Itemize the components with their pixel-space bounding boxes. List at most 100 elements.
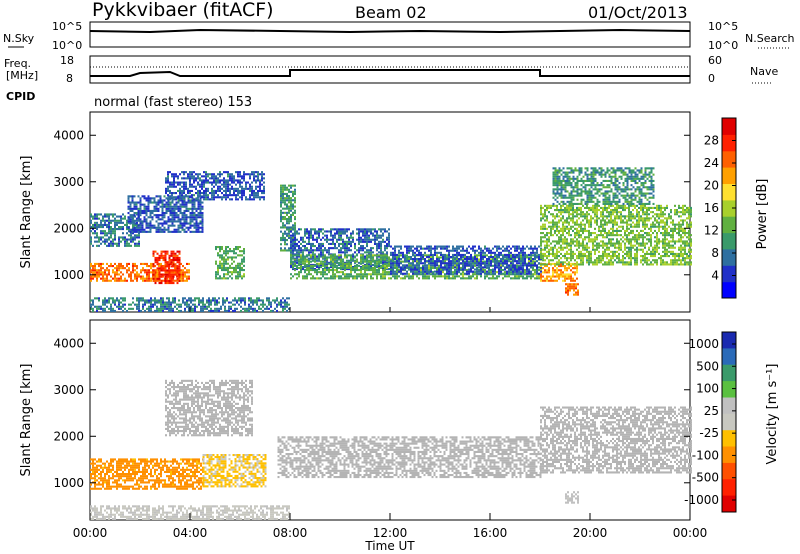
scatter-cell bbox=[253, 171, 255, 174]
scatter-cell bbox=[193, 171, 195, 174]
scatter-cell bbox=[142, 279, 144, 282]
scatter-cell bbox=[520, 260, 522, 263]
scatter-cell bbox=[414, 256, 416, 259]
scatter-cell bbox=[570, 262, 572, 265]
scatter-cell bbox=[512, 266, 514, 269]
scatter-cell bbox=[450, 264, 452, 267]
scatter-cell bbox=[130, 277, 132, 280]
scatter-cell bbox=[296, 238, 298, 241]
scatter-cell bbox=[362, 260, 364, 263]
scatter-cell bbox=[312, 259, 314, 262]
scatter-cell bbox=[462, 262, 464, 265]
scatter-cell bbox=[155, 205, 158, 208]
scatter-cell bbox=[580, 255, 582, 258]
scatter-cell bbox=[179, 218, 182, 221]
scatter-cell bbox=[172, 250, 175, 253]
scatter-cell bbox=[131, 197, 134, 200]
scatter-cell bbox=[602, 217, 604, 220]
scatter-cell bbox=[466, 272, 468, 275]
scatter-cell bbox=[412, 258, 414, 261]
scatter-cell bbox=[263, 198, 265, 201]
scatter-cell bbox=[400, 258, 402, 261]
scatter-cell bbox=[554, 225, 556, 228]
scatter-cell bbox=[308, 271, 310, 274]
scatter-cell bbox=[126, 271, 128, 274]
scatter-cell bbox=[328, 238, 330, 241]
scatter-cell bbox=[130, 234, 132, 237]
scatter-cell bbox=[364, 228, 366, 231]
scatter-cell bbox=[320, 273, 322, 276]
scatter-cell bbox=[257, 179, 259, 182]
scatter-cell bbox=[440, 275, 442, 278]
scatter-cell bbox=[163, 212, 166, 215]
scatter-cell bbox=[284, 249, 286, 252]
scatter-cell bbox=[171, 194, 173, 197]
scatter-cell bbox=[161, 230, 164, 233]
scatter-cell bbox=[426, 247, 428, 250]
scatter-cell bbox=[166, 277, 168, 280]
scatter-cell bbox=[558, 277, 560, 280]
scatter-cell bbox=[251, 189, 253, 192]
scatter-cell bbox=[191, 183, 193, 186]
scatter-cell bbox=[231, 258, 233, 261]
scatter-cell bbox=[193, 218, 196, 221]
scatter-cell bbox=[576, 267, 578, 270]
scatter-cell bbox=[342, 268, 344, 271]
scatter-cell bbox=[352, 236, 354, 239]
scatter-cell bbox=[350, 269, 352, 272]
scatter-cell bbox=[366, 240, 368, 243]
scatter-cell bbox=[92, 217, 94, 220]
scatter-cell bbox=[110, 219, 112, 222]
scatter-cell bbox=[185, 209, 188, 212]
scatter-cell bbox=[145, 209, 148, 212]
scatter-cell bbox=[191, 224, 194, 227]
scatter-cell bbox=[215, 275, 217, 278]
scatter-cell bbox=[326, 256, 328, 259]
scatter-cell bbox=[318, 236, 320, 239]
scatter-cell bbox=[177, 201, 180, 204]
scatter-cell bbox=[300, 266, 302, 269]
scatter-cell bbox=[185, 214, 188, 217]
scatter-cell bbox=[118, 215, 120, 218]
scatter-cell bbox=[340, 260, 342, 263]
scatter-cell bbox=[158, 256, 161, 259]
scatter-cell bbox=[362, 268, 364, 271]
scatter-cell bbox=[548, 221, 550, 224]
scatter-cell bbox=[588, 209, 590, 212]
scatter-cell bbox=[141, 224, 144, 227]
scatter-cell bbox=[372, 263, 374, 266]
scatter-cell bbox=[158, 271, 161, 274]
scatter-cell bbox=[100, 221, 102, 224]
scatter-cell bbox=[183, 224, 186, 227]
scatter-cell bbox=[364, 269, 366, 272]
scatter-cell bbox=[134, 273, 136, 276]
scatter-cell bbox=[458, 262, 460, 265]
scatter-cell bbox=[171, 222, 174, 225]
scatter-cell bbox=[594, 263, 596, 266]
scatter-cell bbox=[308, 273, 310, 276]
scatter-cell bbox=[570, 217, 572, 220]
scatter-cell bbox=[296, 261, 298, 264]
scatter-cell bbox=[183, 212, 186, 215]
scatter-cell bbox=[552, 279, 554, 282]
scatter-cell bbox=[378, 260, 380, 263]
scatter-cell bbox=[133, 228, 136, 231]
scatter-cell bbox=[165, 177, 167, 180]
scatter-cell bbox=[376, 257, 378, 260]
scatter-cell bbox=[257, 177, 259, 180]
scatter-cell bbox=[133, 220, 136, 223]
scatter-cell bbox=[496, 260, 498, 263]
scatter-cell bbox=[530, 253, 532, 256]
scatter-cell bbox=[490, 260, 492, 263]
scatter-cell bbox=[149, 230, 152, 233]
scatter-cell bbox=[120, 265, 122, 268]
scatter-cell bbox=[136, 279, 138, 282]
scatter-cell bbox=[540, 279, 542, 282]
scatter-cell bbox=[231, 262, 233, 265]
scatter-cell bbox=[181, 181, 183, 184]
scatter-cell bbox=[554, 279, 556, 282]
scatter-cell bbox=[191, 177, 193, 180]
scatter-cell bbox=[259, 189, 261, 192]
scatter-cell bbox=[442, 260, 444, 263]
scatter-cell bbox=[600, 206, 602, 209]
